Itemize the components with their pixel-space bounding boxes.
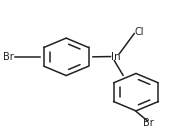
Text: Br: Br <box>143 118 154 128</box>
Text: Br: Br <box>3 52 14 62</box>
Text: Cl: Cl <box>135 27 145 37</box>
Text: In: In <box>111 52 121 62</box>
